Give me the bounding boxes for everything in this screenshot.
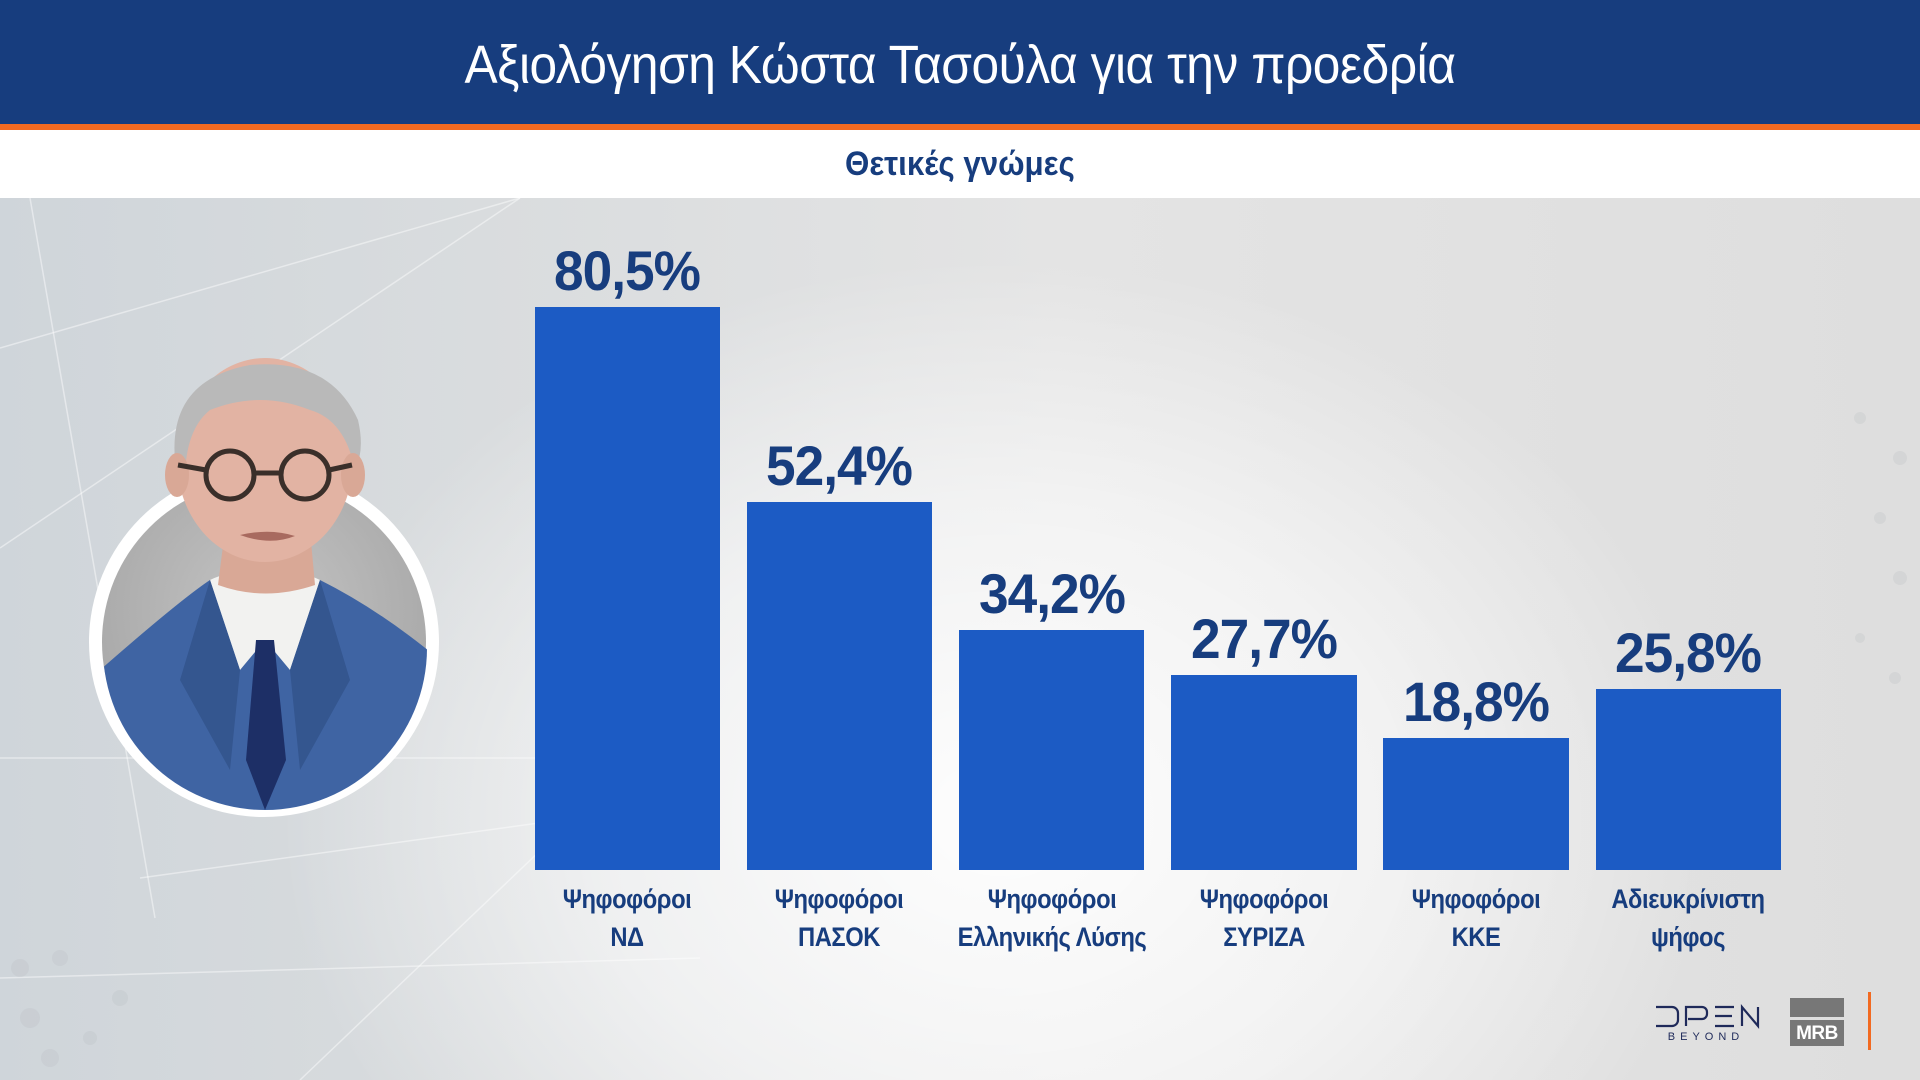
footer-divider	[1868, 992, 1871, 1050]
open-logo-tagline: BEYOND	[1667, 1031, 1745, 1043]
bar-label-line2: ΠΑΣΟΚ	[797, 922, 881, 952]
mrb-logo: MRB	[1790, 998, 1844, 1046]
bar-label-line1: Αδιευκρίνιστη	[1611, 884, 1765, 914]
bar-label-line2: ΝΔ	[610, 922, 644, 952]
subtitle-bar: Θετικές γνώμες	[0, 130, 1920, 198]
bar-nd	[535, 307, 720, 870]
open-logo-icon	[1656, 1003, 1760, 1030]
bar-label: Αδιευκρίνιστη ψήφος	[1582, 880, 1793, 956]
bar-label-line1: Ψηφοφόροι	[562, 884, 692, 914]
accent-stripe	[0, 124, 1920, 130]
bar-label-line1: Ψηφοφόροι	[1199, 884, 1329, 914]
bar-value: 34,2%	[978, 562, 1126, 625]
chart-title: Αξιολόγηση Κώστα Τασούλα για την προεδρί…	[464, 35, 1456, 95]
bar-label-line2: ΣΥΡΙΖΑ	[1223, 922, 1305, 952]
bar-label: Ψηφοφόροι ΝΔ	[521, 880, 732, 956]
bar-label: Ψηφοφόροι ΚΚΕ	[1370, 880, 1581, 956]
bar-label: Ψηφοφόροι ΣΥΡΙΖΑ	[1158, 880, 1369, 956]
bar-value: 18,8%	[1402, 670, 1550, 733]
bar-elliniki-lysi	[959, 630, 1144, 870]
bar-label-line2: ψήφος	[1650, 922, 1726, 952]
bar-label-line1: Ψηφοφόροι	[987, 884, 1117, 914]
bar-label-line2: Ελληνικής Λύσης	[957, 922, 1147, 952]
bar-value: 52,4%	[765, 434, 913, 497]
portrait-figure	[103, 358, 427, 810]
mrb-logo-bar	[1790, 998, 1844, 1017]
bar-kke	[1383, 738, 1569, 870]
bar-syriza	[1171, 675, 1357, 870]
bar-label-line2: ΚΚΕ	[1451, 922, 1501, 952]
bar-label-line1: Ψηφοφόροι	[774, 884, 904, 914]
bar-pasok	[747, 502, 932, 870]
bar-label: Ψηφοφόροι Ελληνικής Λύσης	[946, 880, 1157, 956]
chart-subtitle: Θετικές γνώμες	[845, 144, 1075, 183]
bar-label-line1: Ψηφοφόροι	[1411, 884, 1541, 914]
bar-label: Ψηφοφόροι ΠΑΣΟΚ	[733, 880, 944, 956]
bar-value: 27,7%	[1190, 607, 1338, 670]
bar-undecided	[1596, 689, 1781, 870]
bar-value: 25,8%	[1614, 621, 1762, 684]
title-bar: Αξιολόγηση Κώστα Τασούλα για την προεδρί…	[0, 0, 1920, 124]
mrb-logo-text: MRB	[1790, 1020, 1844, 1046]
bar-value: 80,5%	[553, 239, 701, 302]
